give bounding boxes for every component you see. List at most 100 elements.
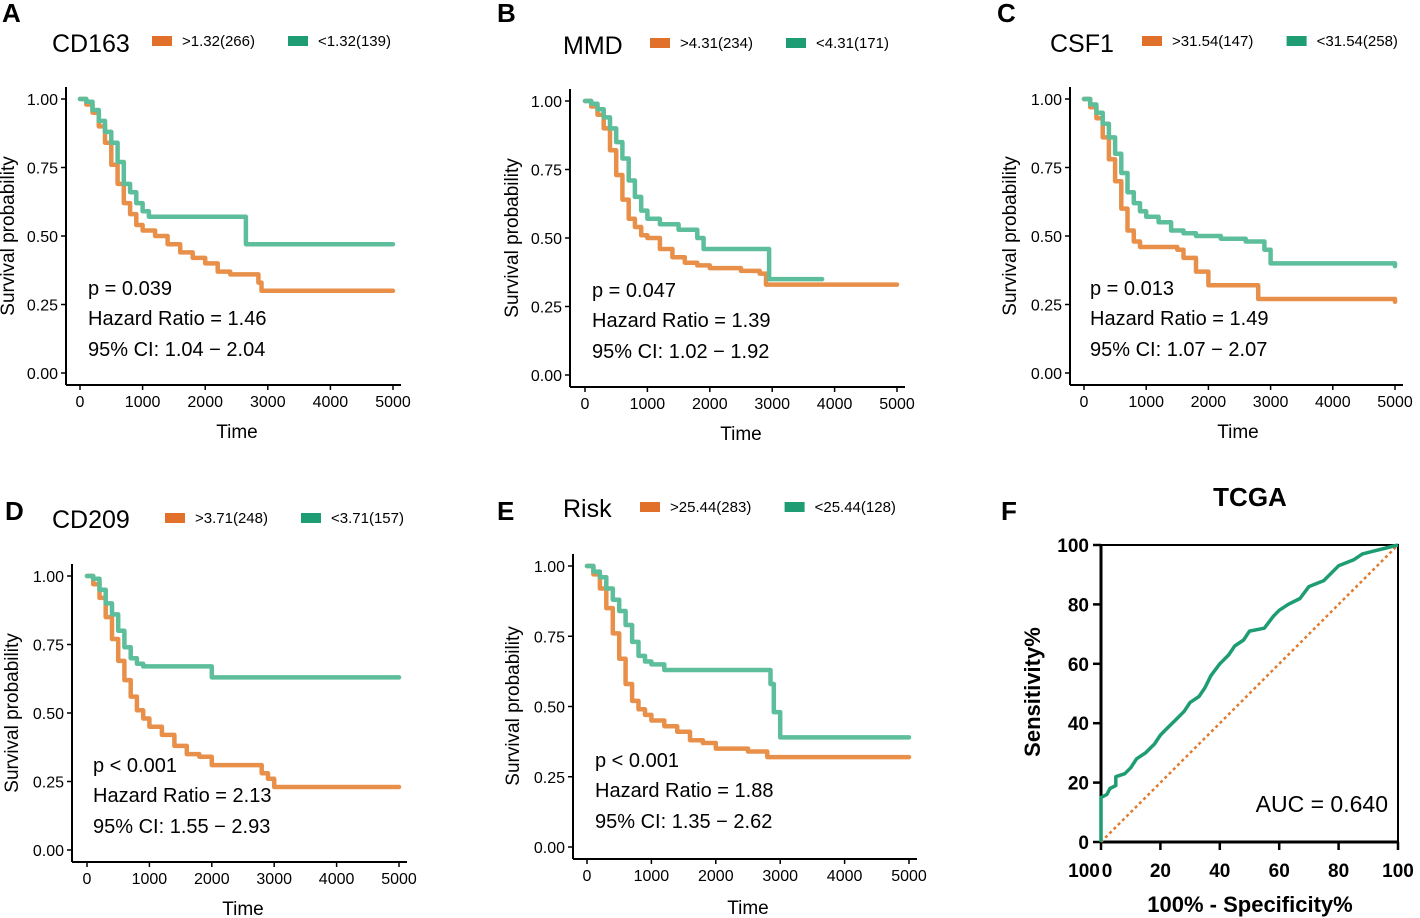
y-tick-label: 1.00 — [27, 92, 58, 109]
hazard-ratio: Hazard Ratio = 2.13 — [93, 785, 271, 807]
x-tick-label: 1000 — [1128, 394, 1164, 411]
legend-label-low: <31.54(258) — [1317, 33, 1398, 50]
x-tick-label: 3000 — [1253, 394, 1289, 411]
x-tick-label: 3000 — [754, 396, 790, 413]
x-tick-label: 2000 — [194, 871, 230, 888]
x-tick-label-zero: 0 — [1102, 861, 1113, 882]
legend-label-high: >3.71(248) — [195, 510, 268, 527]
y-tick-label: 0.25 — [1031, 298, 1062, 315]
x-tick-label: 2000 — [187, 394, 223, 411]
panel-letter: D — [5, 496, 24, 526]
survival-curve-high — [584, 563, 912, 760]
x-tick-label: 5000 — [1377, 394, 1413, 411]
x-tick-label: 5000 — [879, 396, 915, 413]
x-tick-label: 3000 — [256, 871, 292, 888]
legend-label-high: >1.32(266) — [182, 33, 255, 50]
y-tick-label: 0.25 — [27, 298, 58, 315]
legend-label-high: >4.31(234) — [680, 35, 753, 52]
x-tick-label: 40 — [1209, 861, 1230, 882]
x-axis-title: Time — [720, 424, 762, 445]
survival-curve-low — [582, 98, 825, 282]
legend-swatch-high — [165, 513, 185, 523]
panel-letter: B — [497, 0, 516, 28]
hazard-ratio: Hazard Ratio = 1.49 — [1090, 308, 1268, 330]
x-tick-label: 80 — [1328, 861, 1349, 882]
y-tick-label: 0.50 — [534, 700, 565, 717]
legend-swatch-low — [786, 38, 806, 48]
x-tick-label: 4000 — [313, 394, 349, 411]
p-value: p = 0.013 — [1090, 278, 1174, 300]
y-tick-label: 1.00 — [1031, 92, 1062, 109]
legend-swatch-low — [301, 513, 321, 523]
y-tick-label: 40 — [1068, 714, 1089, 735]
chart-title: CD209 — [52, 506, 130, 534]
confidence-interval: 95% CI: 1.07 − 2.07 — [1090, 339, 1267, 361]
x-axis-title: Time — [1217, 422, 1259, 443]
y-tick-label: 1.00 — [534, 559, 565, 576]
confidence-interval: 95% CI: 1.04 − 2.04 — [88, 339, 265, 361]
survival-curve-low — [84, 573, 402, 680]
survival-curve-low — [77, 96, 396, 247]
legend-swatch-low — [1286, 36, 1307, 46]
x-tick-label: 0 — [581, 396, 590, 413]
survival-curve-low — [584, 563, 912, 740]
x-tick-label: 5000 — [375, 394, 411, 411]
survival-curve-high — [84, 573, 402, 790]
survival-curve-low — [1081, 96, 1398, 269]
x-tick-label: 4000 — [1315, 394, 1351, 411]
legend-swatch-high — [152, 36, 172, 46]
legend-label-low: <1.32(139) — [318, 33, 391, 50]
x-tick-label: 0 — [83, 871, 92, 888]
panel-letter: A — [2, 0, 21, 28]
x-axis-title: Time — [216, 422, 258, 443]
legend-swatch-high — [650, 38, 670, 48]
y-tick-label: 0.00 — [534, 840, 565, 857]
chart-title: TCGA — [1213, 482, 1287, 512]
x-tick-label: 4000 — [827, 868, 863, 885]
x-axis-title: Time — [222, 899, 264, 918]
x-axis-title: Time — [727, 898, 769, 918]
y-tick-label: 0.75 — [1031, 161, 1062, 178]
y-tick-label: 1.00 — [531, 94, 562, 111]
x-tick-label: 1000 — [132, 871, 168, 888]
x-tick-label: 2000 — [1191, 394, 1227, 411]
x-origin-label: 100 — [1068, 861, 1100, 882]
legend-label-high: >25.44(283) — [670, 499, 751, 516]
hazard-ratio: Hazard Ratio = 1.46 — [88, 308, 266, 330]
y-tick-label: 20 — [1068, 774, 1089, 795]
legend-swatch-low — [288, 36, 308, 46]
km-panel-d: D CD209 >3.71(248) <3.71(157) 0.00 0.25 0.50 0.… — [2, 496, 417, 918]
x-tick-label: 0 — [76, 394, 85, 411]
x-tick-label: 100 — [1382, 861, 1414, 882]
legend-swatch-low — [784, 502, 805, 512]
x-tick-label: 4000 — [817, 396, 853, 413]
legend-label-low: <4.31(171) — [816, 35, 889, 52]
survival-curve-high — [1081, 96, 1398, 305]
legend-swatch-high — [640, 502, 660, 512]
y-tick-label: 0.50 — [27, 229, 58, 246]
x-tick-label: 60 — [1269, 861, 1290, 882]
y-tick-label: 0.50 — [33, 706, 64, 723]
panel-letter: E — [497, 496, 514, 526]
chart-title: CD163 — [52, 30, 130, 58]
y-tick-label: 0.25 — [531, 300, 562, 317]
p-value: p < 0.001 — [595, 750, 679, 772]
x-tick-label: 1000 — [125, 394, 161, 411]
x-tick-label: 3000 — [762, 868, 798, 885]
survival-curve-high — [77, 96, 396, 294]
x-tick-label: 3000 — [250, 394, 286, 411]
y-tick-label: 0.75 — [27, 161, 58, 178]
x-tick-label: 5000 — [891, 868, 927, 885]
y-tick-label: 0.00 — [1031, 366, 1062, 383]
y-tick-label: 100 — [1057, 536, 1089, 557]
y-tick-label: 0.25 — [33, 775, 64, 792]
roc-curve — [1099, 543, 1399, 842]
y-tick-label: 80 — [1068, 595, 1089, 616]
chart-title: MMD — [563, 32, 623, 60]
km-panel-c: C CSF1 >31.54(147) <31.54(258) 0.00 0.25 0.50 0… — [997, 0, 1413, 443]
km-panel-e: E Risk >25.44(283) <25.44(128) 0.00 0.25 0.50 0… — [497, 495, 927, 918]
p-value: p < 0.001 — [93, 755, 177, 777]
y-tick-label: 0.00 — [531, 368, 562, 385]
